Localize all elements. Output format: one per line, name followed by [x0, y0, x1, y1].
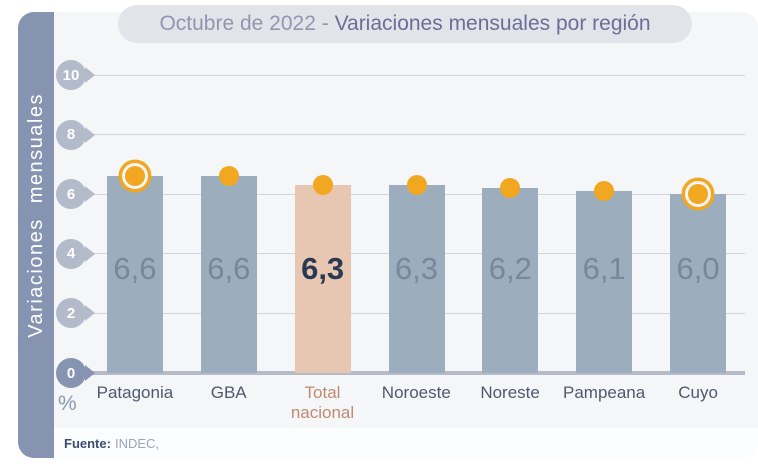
y-tick-badge-pointer	[85, 186, 95, 203]
category-label-total-nacional: Total nacional	[290, 383, 355, 423]
y-tick-badge-6: 6	[56, 179, 95, 210]
value-dot-total-nacional	[312, 175, 333, 196]
source-value: INDEC,	[114, 435, 160, 451]
category-label-noroeste: Noroeste	[381, 383, 451, 402]
y-tick-badge-pointer	[85, 305, 95, 322]
bar-value-label-patagonia: 6,6	[113, 251, 157, 286]
bar-gba: 6,6	[200, 166, 257, 373]
y-tick-badge-pointer	[85, 365, 95, 381]
x-axis-baseline	[84, 371, 745, 375]
bar-value-label-pampeana: 6,1	[582, 251, 626, 286]
bar-patagonia: 6,6	[106, 166, 163, 373]
y-tick-badge-2: 2	[56, 298, 95, 329]
source-note: Fuente: INDEC,	[54, 428, 758, 458]
bar-cell-patagonia: 6,6	[88, 75, 182, 373]
y-tick-badge-4: 4	[56, 238, 95, 269]
bar-cell-cuyo: 6,0	[651, 75, 745, 373]
bar-pampeana: 6,1	[576, 181, 633, 373]
value-dot-noreste	[500, 178, 521, 199]
category-label-gba: GBA	[210, 383, 247, 402]
y-tick-badge-10: 10	[56, 60, 95, 90]
y-tick-badge-0: 0	[56, 358, 95, 388]
bar-cell-total-nacional: 6,3	[276, 75, 370, 373]
bar-value-label-total-nacional: 6,3	[301, 251, 345, 286]
bars-layer: 6,6 6,6 6,3 6,3 6,2 6,1 6,0	[88, 75, 745, 373]
bar-value-label-gba: 6,6	[207, 251, 251, 286]
bar-cell-pampeana: 6,1	[557, 75, 651, 373]
bar-value-label-noreste: 6,2	[488, 251, 532, 286]
chart-title-text: Variaciones mensuales por región	[334, 12, 651, 35]
bar-value-label-noroeste: 6,3	[394, 251, 439, 286]
gridline-8	[88, 134, 745, 136]
bar-noreste: 6,2	[482, 178, 539, 373]
chart-title-pill: Octubre de 2022 - Variaciones mensuales …	[118, 5, 692, 43]
value-dot-noroeste	[406, 175, 427, 196]
chart-title-date: Octubre de 2022 -	[159, 12, 335, 35]
value-dot-patagonia	[124, 166, 145, 187]
source-label: Fuente:	[64, 435, 111, 451]
value-dot-cuyo	[688, 184, 709, 205]
y-axis-unit: %	[58, 392, 77, 415]
y-tick-badge-pointer	[85, 245, 95, 262]
y-axis-title-band: Variaciones mensuales	[18, 12, 54, 458]
y-tick-badge-pointer	[85, 67, 95, 83]
category-label-noreste: Noreste	[480, 383, 540, 402]
bar-total-nacional: 6,3	[294, 175, 351, 373]
category-label-patagonia: Patagonia	[96, 383, 174, 402]
bar-cell-noreste: 6,2	[463, 75, 557, 373]
bar-cuyo: 6,0	[670, 184, 727, 373]
gridline-10	[88, 74, 745, 76]
y-tick-badge-pointer	[85, 126, 95, 143]
value-dot-pampeana	[594, 181, 615, 202]
category-label-pampeana: Pampeana	[562, 383, 646, 402]
value-dot-gba	[218, 166, 239, 187]
category-axis: Patagonia GBA Total nacional Noroeste Norest…	[88, 383, 745, 423]
bar-value-label-cuyo: 6,0	[676, 251, 720, 286]
bar-noroeste: 6,3	[388, 175, 445, 373]
y-tick-badge-8: 8	[56, 119, 95, 150]
bar-cell-noroeste: 6,3	[370, 75, 464, 373]
category-label-cuyo: Cuyo	[678, 383, 718, 402]
bar-cell-gba: 6,6	[182, 75, 276, 373]
